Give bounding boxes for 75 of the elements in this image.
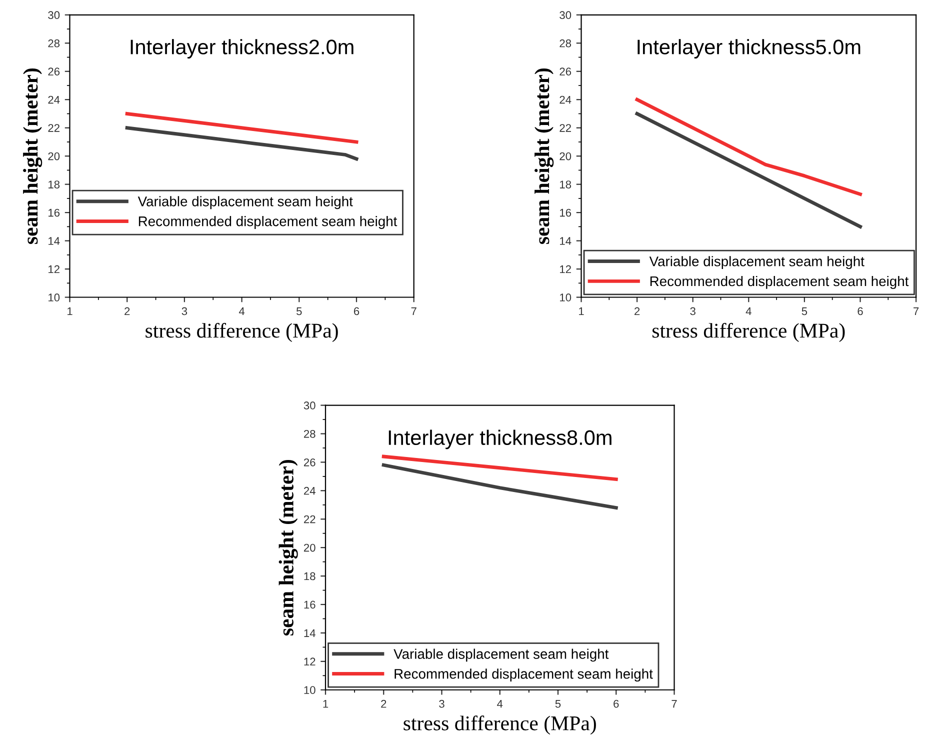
x-tick-label: 5	[802, 307, 808, 316]
y-tick-label: 10	[48, 294, 60, 302]
x-tick-label: 4	[746, 307, 752, 316]
y-tick-label: 18	[304, 572, 316, 580]
text: Interlayer thickness2.0m	[130, 39, 354, 58]
y-tick-label: 30	[48, 11, 60, 20]
x-tick-label: 2	[381, 700, 386, 708]
y-tick-label: 28	[560, 39, 572, 48]
y-tick-label: 22	[48, 124, 60, 132]
legend-label: Variable displacement seam height	[138, 196, 353, 210]
y-tick-label: 24	[560, 96, 572, 104]
y-tick-label: 26	[560, 68, 572, 76]
x-tick-label: 6	[354, 307, 360, 316]
x-axis-title: stress difference (MPa)	[652, 322, 845, 342]
x-tick-label: 1	[323, 700, 328, 708]
legend-label: Variable displacement seam height	[649, 256, 864, 270]
x-tick-label: 6	[614, 700, 619, 708]
x-tick-label: 1	[579, 307, 584, 316]
y-tick-label: 16	[48, 208, 60, 217]
y-axis-title: seam height (meter)	[23, 68, 42, 244]
y-tick-label: 16	[560, 208, 572, 217]
text: Interlayer thickness8.0m	[388, 430, 612, 450]
y-tick-label: 18	[560, 180, 572, 188]
y-tick-label: 12	[304, 658, 316, 666]
y-tick-label: 16	[304, 600, 316, 609]
line-series	[382, 463, 618, 510]
x-tick-label: 5	[555, 700, 561, 708]
legend-label: Variable displacement seam height	[394, 648, 609, 662]
y-tick-label: 20	[48, 152, 60, 160]
line-series	[635, 112, 862, 228]
y-tick-label: 12	[48, 265, 60, 274]
x-tick-label: 3	[182, 307, 188, 316]
y-tick-label: 22	[304, 515, 316, 524]
legend-label: Recommended displacement seam height	[650, 276, 909, 289]
y-tick-label: 10	[304, 686, 316, 694]
line-series	[382, 454, 618, 482]
x-tick-label: 7	[672, 700, 677, 708]
y-axis-title: seam height (meter)	[278, 460, 298, 636]
x-tick-label: 5	[296, 307, 302, 316]
legend-label: Recommended displacement seam height	[394, 668, 653, 682]
y-tick-label: 12	[560, 265, 571, 274]
y-tick-label: 20	[560, 152, 572, 160]
x-axis-title: stress difference (MPa)	[146, 322, 338, 342]
x-tick-label: 7	[914, 307, 919, 316]
x-tick-label: 7	[411, 307, 416, 316]
y-tick-label: 14	[560, 237, 572, 245]
y-tick-label: 28	[48, 39, 60, 48]
x-tick-label: 6	[858, 307, 863, 316]
x-tick-label: 4	[497, 700, 503, 708]
y-tick-label: 26	[48, 68, 60, 76]
x-tick-label: 2	[634, 307, 640, 316]
y-tick-label: 22	[560, 124, 571, 132]
y-tick-label: 30	[560, 11, 572, 20]
line-series	[635, 98, 862, 196]
x-tick-label: 3	[439, 700, 444, 708]
y-tick-label: 10	[560, 294, 572, 302]
y-tick-label: 24	[48, 96, 60, 104]
y-tick-label: 14	[304, 629, 316, 637]
y-tick-label: 26	[304, 458, 316, 466]
x-tick-label: 2	[124, 307, 130, 316]
y-tick-label: 20	[304, 544, 316, 552]
y-tick-label: 24	[304, 486, 316, 495]
x-tick-label: 4	[238, 307, 245, 316]
x-axis-title: stress difference (MPa)	[404, 716, 596, 735]
y-tick-label: 18	[48, 180, 60, 188]
legend-label: Recommended displacement seam height	[138, 216, 398, 229]
y-axis-title: seam height (meter)	[534, 68, 554, 244]
line-series	[125, 126, 358, 161]
line-series	[125, 112, 358, 144]
text: Interlayer thickness5.0m	[638, 39, 860, 58]
x-tick-label: 1	[68, 307, 72, 316]
y-tick-label: 30	[304, 402, 316, 410]
y-tick-label: 28	[304, 430, 316, 438]
y-tick-label: 14	[48, 237, 60, 245]
x-tick-label: 3	[690, 307, 696, 316]
